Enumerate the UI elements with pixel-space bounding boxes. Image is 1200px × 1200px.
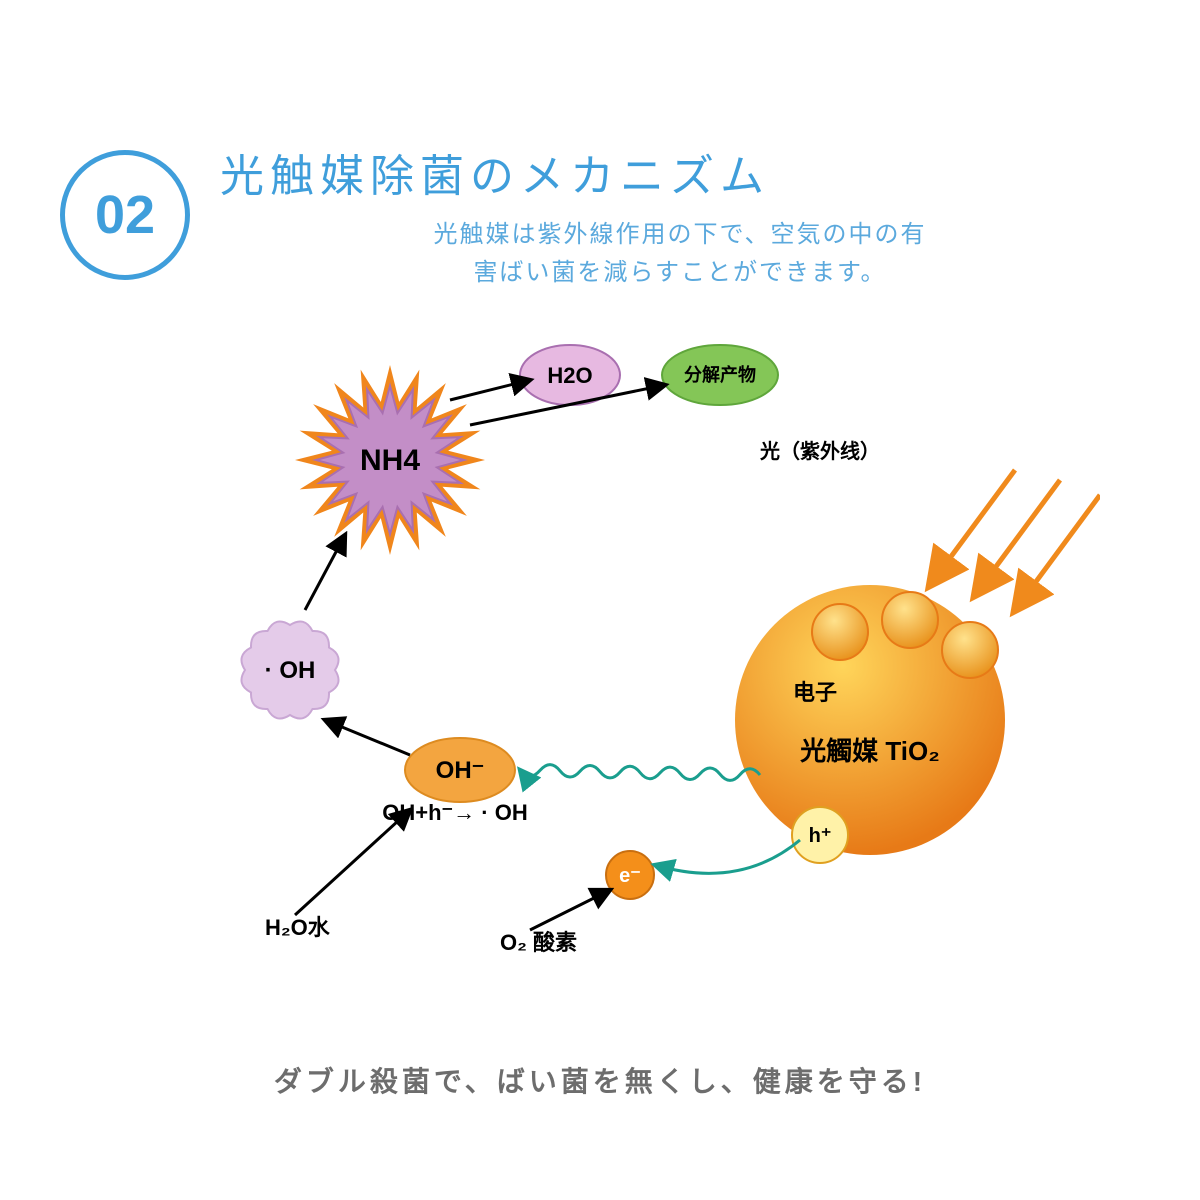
nh4-label: NH4 (360, 444, 420, 477)
subtitle-line-1: 光触媒は紫外線作用の下で、空気の中の有 (220, 216, 1140, 254)
section-badge: 02 (60, 150, 190, 280)
tio2-label-electron: 电子 (793, 680, 837, 705)
h2o-water-label: H₂O水 (265, 915, 331, 940)
page-title: 光触媒除菌のメカニズム (220, 140, 1140, 204)
oh-equation-label: OH+h⁻→ · OH (382, 800, 527, 825)
o2-label: O₂ 酸素 (500, 930, 577, 955)
e-minus-label: e⁻ (619, 865, 641, 887)
header: 02 光触媒除菌のメカニズム 光触媒は紫外線作用の下で、空気の中の有 害ばい菌を… (0, 0, 1200, 293)
tio2-label-main: 光觸媒 TiO₂ (799, 736, 940, 766)
oh-minus-label: OH⁻ (436, 757, 485, 784)
wavy-arrow-2 (655, 840, 800, 873)
decomposition-label: 分解产物 (684, 364, 756, 385)
h-plus-label: h⁺ (809, 825, 832, 847)
wavy-arrow-1 (520, 765, 760, 781)
uv-label: 光（紫外线） (759, 439, 880, 463)
title-block: 光触媒除菌のメカニズム 光触媒は紫外線作用の下で、空気の中の有 害ばい菌を減らす… (220, 140, 1140, 293)
mechanism-diagram: 电子 光觸媒 TiO₂ h⁺ 光（紫外线） NH4 H2O 分解产物 · OH … (100, 330, 1100, 970)
oh-radical-label: · OH (265, 657, 316, 684)
footer-caption: ダブル殺菌で、ばい菌を無くし、健康を守る! (0, 1060, 1200, 1100)
uv-arrows (930, 470, 1100, 610)
badge-number: 02 (95, 184, 155, 246)
h2o-label: H2O (547, 363, 592, 388)
subtitle-line-2: 害ばい菌を減らすことができます。 (220, 254, 1140, 292)
